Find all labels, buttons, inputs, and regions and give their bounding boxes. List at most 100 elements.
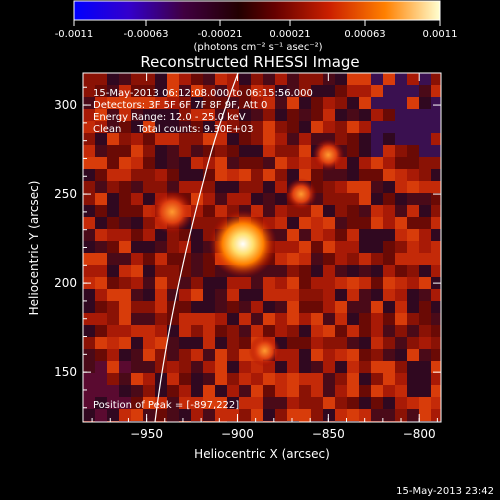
image-pixel (431, 169, 441, 181)
image-pixel (179, 349, 191, 361)
image-pixel (275, 397, 287, 409)
y-tick-labels: 150 200 250 300 (54, 98, 77, 379)
image-pixel (347, 421, 359, 422)
image-pixel (95, 241, 107, 253)
image-pixel (83, 421, 95, 422)
image-pixel (179, 385, 191, 397)
image-pixel (167, 337, 179, 349)
image-pixel (407, 157, 419, 169)
energy-range-text: Energy Range: 12.0 - 25.0 keV (93, 112, 246, 123)
image-pixel (107, 373, 119, 385)
image-pixel (107, 349, 119, 361)
image-pixel (95, 73, 107, 85)
image-pixel (299, 361, 311, 373)
image-pixel (347, 121, 359, 133)
image-pixel (251, 313, 263, 325)
image-pixel (347, 109, 359, 121)
image-pixel (299, 253, 311, 265)
image-pixel (95, 193, 107, 205)
image-pixel (347, 229, 359, 241)
image-pixel (311, 85, 323, 97)
image-pixel (239, 145, 251, 157)
image-pixel (371, 289, 383, 301)
image-pixel (263, 373, 275, 385)
image-pixel (323, 217, 335, 229)
image-pixel (287, 349, 299, 361)
method-text: Clean Total counts: 9.30E+03 (93, 124, 253, 135)
image-pixel (419, 193, 431, 205)
image-pixel (203, 181, 215, 193)
image-pixel (275, 373, 287, 385)
image-pixel (395, 289, 407, 301)
image-pixel (407, 325, 419, 337)
image-pixel (227, 373, 239, 385)
image-pixel (167, 133, 179, 145)
image-pixel (119, 205, 131, 217)
image-pixel (143, 409, 155, 421)
image-pixel (347, 409, 359, 421)
image-pixel (431, 361, 441, 373)
image-pixel (323, 193, 335, 205)
image-pixel (407, 97, 419, 109)
image-pixel (83, 361, 95, 373)
image-pixel (359, 109, 371, 121)
image-pixel (359, 337, 371, 349)
image-pixel (347, 205, 359, 217)
image-pixel (311, 337, 323, 349)
image-pixel (107, 289, 119, 301)
image-pixel (323, 109, 335, 121)
image-pixel (347, 373, 359, 385)
image-pixel (431, 337, 441, 349)
image-pixel (383, 217, 395, 229)
image-pixel (263, 85, 275, 97)
image-pixel (107, 121, 119, 133)
image-pixel (299, 421, 311, 422)
image-pixel (95, 301, 107, 313)
image-pixel (83, 73, 95, 85)
image-pixel (203, 325, 215, 337)
image-pixel (395, 241, 407, 253)
image-pixel (239, 397, 251, 409)
image-pixel (335, 73, 347, 85)
image-pixel (191, 409, 203, 421)
image-pixel (371, 253, 383, 265)
image-pixel (419, 325, 431, 337)
image-pixel (299, 85, 311, 97)
image-pixel (299, 145, 311, 157)
image-pixel (119, 73, 131, 85)
image-pixel (215, 313, 227, 325)
image-pixel (167, 73, 179, 85)
y-tick-label: 150 (54, 365, 77, 379)
image-pixel (275, 253, 287, 265)
image-pixel (287, 97, 299, 109)
image-pixel (131, 85, 143, 97)
image-sources (150, 138, 345, 367)
image-pixel (431, 397, 441, 409)
image-pixel (311, 385, 323, 397)
image-pixel (227, 349, 239, 361)
image-pixel (371, 409, 383, 421)
image-pixel (215, 133, 227, 145)
image-pixel (215, 193, 227, 205)
image-pixel (371, 181, 383, 193)
image-pixel (395, 145, 407, 157)
image-pixel (431, 325, 441, 337)
image-pixel (311, 361, 323, 373)
colorbar-ticks: -0.0011 -0.00063 -0.00021 0.00021 0.00063 0.0… (55, 20, 458, 40)
image-pixel (371, 193, 383, 205)
image-pixel (335, 193, 347, 205)
image-pixel (275, 301, 287, 313)
image-pixel (239, 109, 251, 121)
image-pixel (155, 109, 167, 121)
image-pixel (191, 313, 203, 325)
image-pixel (383, 313, 395, 325)
image-pixel (227, 181, 239, 193)
image-pixel (119, 109, 131, 121)
image-pixel (371, 85, 383, 97)
image-pixel (131, 157, 143, 169)
image-pixel (227, 301, 239, 313)
image-pixel (119, 193, 131, 205)
image-pixel (107, 325, 119, 337)
image-pixel (287, 409, 299, 421)
